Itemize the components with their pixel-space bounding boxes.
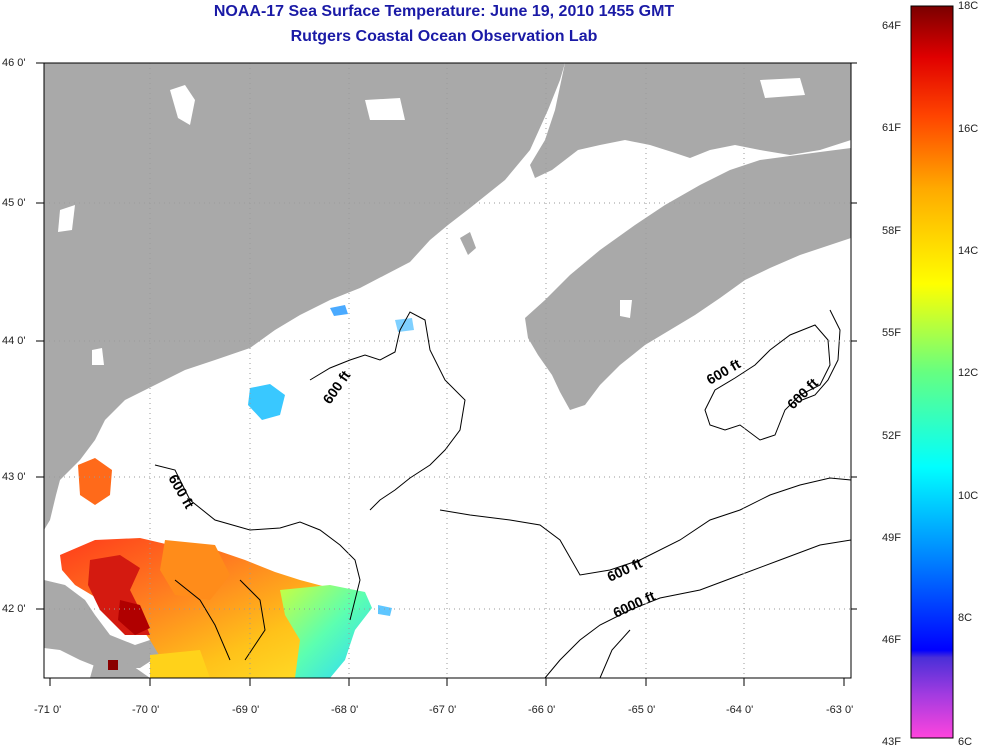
lon-label: -63 0' [826,704,854,716]
colorbar-f-label: 61F [882,122,901,134]
colorbar-f-label: 52F [882,430,901,442]
lon-label: -69 0' [232,704,260,716]
tick-marks [36,62,857,686]
colorbar-f-label: 49F [882,532,901,544]
colorbar-c-label: 8C [958,612,973,624]
lat-label: 43 0' [2,471,26,483]
lon-label: -67 0' [429,704,457,716]
lon-label: -64 0' [726,704,754,716]
colorbar-f-label: 55F [882,327,901,339]
colorbar-c-label: 14C [958,245,979,257]
colorbar-c-label: 16C [958,123,979,135]
lat-label: 46 0' [2,57,26,69]
inland-lakes [58,78,805,365]
lon-label: -66 0' [528,704,556,716]
colorbar-f-label: 58F [882,225,901,237]
lon-label: -65 0' [628,704,656,716]
sst-patches [60,305,414,678]
colorbar [910,5,954,739]
map-subtitle: Rutgers Coastal Ocean Observation Lab [290,28,598,45]
colorbar-c-label: 6C [958,736,973,748]
colorbar-c-label: 10C [958,490,979,502]
land-cape-cod [44,580,165,668]
bathymetry-contours [154,309,851,678]
lon-label: -70 0' [132,704,160,716]
land-new-england [44,63,565,530]
land-islands-south [90,660,150,678]
colorbar-c-label: 12C [958,367,979,379]
land-nova-scotia [525,148,851,410]
lat-label: 42 0' [2,603,26,615]
lat-label: 45 0' [2,197,26,209]
lat-label: 44 0' [2,335,26,347]
land-grand-manan [460,232,476,255]
colorbar-c-label: 18C [958,0,979,12]
lon-label: -68 0' [331,704,359,716]
colorbar-f-label: 64F [882,20,901,32]
colorbar-f-label: 46F [882,634,901,646]
lon-label: -71 0' [34,704,62,716]
colorbar-f-label: 43F [882,736,901,748]
map-title: NOAA-17 Sea Surface Temperature: June 19… [213,3,675,20]
